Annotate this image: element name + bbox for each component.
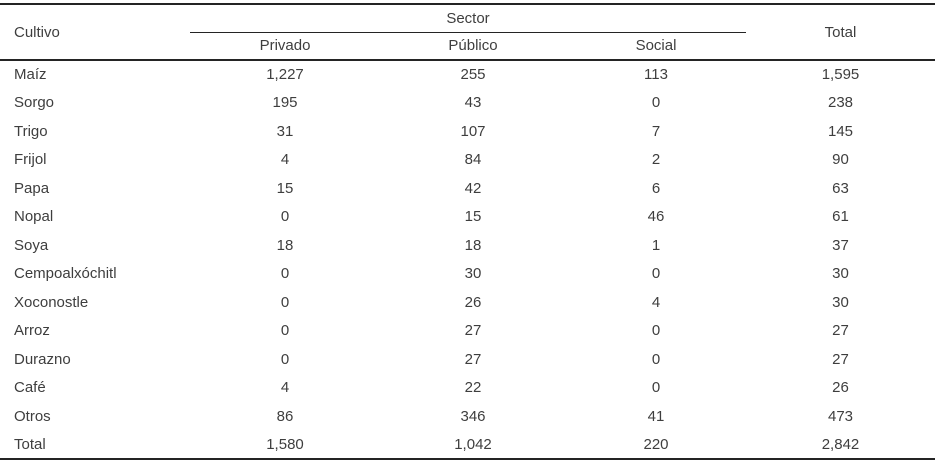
table-row: Soya 18 18 1 37 <box>0 231 935 260</box>
social-cell: 0 <box>651 322 661 340</box>
header-row-subcolumns: Privado Público Social <box>0 32 935 60</box>
privado-cell: 15 <box>276 179 294 197</box>
table-row: Sorgo 195 43 0 238 <box>0 89 935 118</box>
publico-cell: 15 <box>464 208 482 226</box>
column-group-header-sector: Sector <box>190 4 746 33</box>
publico-cell: 27 <box>464 350 482 368</box>
cultivo-cell: Otros <box>14 407 51 425</box>
publico-cell: 42 <box>464 179 482 197</box>
header-row-group: Cultivo Sector Total <box>0 4 935 41</box>
table-row: Xoconostle 0 26 4 30 <box>0 288 935 317</box>
cultivo-cell: Sorgo <box>14 94 55 112</box>
column-header-privado: Privado <box>259 37 311 55</box>
total-cell: 473 <box>827 407 854 425</box>
total-cell: 145 <box>827 122 854 140</box>
privado-cell: 4 <box>280 151 290 169</box>
publico-cell: 30 <box>464 265 482 283</box>
social-cell: 41 <box>647 407 665 425</box>
publico-cell: 22 <box>464 379 482 397</box>
cultivo-cell: Maíz <box>14 66 47 84</box>
column-header-cultivo: Cultivo <box>14 23 60 41</box>
total-cell: 30 <box>832 265 849 283</box>
publico-cell: 26 <box>464 293 482 311</box>
table-row: Arroz 0 27 0 27 <box>0 317 935 346</box>
publico-cell: 255 <box>460 66 486 84</box>
column-header-publico: Público <box>448 37 498 55</box>
total-cell: 2,842 <box>821 435 860 453</box>
privado-cell: 0 <box>280 322 290 340</box>
table-row: Papa 15 42 6 63 <box>0 174 935 203</box>
social-cell: 6 <box>651 179 661 197</box>
total-cell: 37 <box>832 236 849 254</box>
social-cell: 2 <box>651 151 661 169</box>
cultivo-cell: Xoconostle <box>14 293 89 311</box>
total-cell: 27 <box>832 350 849 368</box>
table-row: Café 4 22 0 26 <box>0 374 935 403</box>
privado-cell: 0 <box>280 293 290 311</box>
table-row: Trigo 31 107 7 145 <box>0 117 935 146</box>
social-cell: 7 <box>651 122 661 140</box>
publico-cell: 84 <box>464 151 482 169</box>
privado-cell: 31 <box>276 122 294 140</box>
total-cell: 30 <box>832 293 849 311</box>
table-row-total: Total 1,580 1,042 220 2,842 <box>0 431 935 460</box>
crops-by-sector-table: Cultivo Sector Total Privado Público Soc… <box>0 3 935 460</box>
cultivo-cell: Nopal <box>14 208 54 226</box>
publico-cell: 346 <box>460 407 486 425</box>
privado-cell: 86 <box>276 407 294 425</box>
cultivo-cell: Trigo <box>14 122 48 140</box>
total-cell: 26 <box>832 379 849 397</box>
publico-cell: 18 <box>464 236 482 254</box>
social-cell: 0 <box>651 350 661 368</box>
table-container: Cultivo Sector Total Privado Público Soc… <box>0 3 935 460</box>
publico-cell: 27 <box>464 322 482 340</box>
social-cell: 0 <box>651 265 661 283</box>
social-cell: 46 <box>647 208 665 226</box>
table-row: Nopal 0 15 46 61 <box>0 203 935 232</box>
cultivo-cell: Papa <box>14 179 50 197</box>
publico-cell: 43 <box>464 94 482 112</box>
total-cell: 1,595 <box>821 66 860 84</box>
privado-cell: 0 <box>280 350 290 368</box>
cultivo-cell: Total <box>14 435 46 453</box>
social-cell: 220 <box>643 435 669 453</box>
cultivo-cell: Arroz <box>14 322 50 340</box>
table-body: Maíz 1,227 255 113 1,595 Sorgo 195 43 0 … <box>0 60 935 459</box>
social-cell: 113 <box>644 66 668 84</box>
cultivo-cell: Frijol <box>14 151 47 169</box>
social-cell: 4 <box>651 293 661 311</box>
social-cell: 0 <box>651 379 661 397</box>
social-cell: 1 <box>651 236 661 254</box>
cultivo-cell: Soya <box>14 236 49 254</box>
table-row: Otros 86 346 41 473 <box>0 402 935 431</box>
table-row: Cempoalxóchitl 0 30 0 30 <box>0 260 935 289</box>
cultivo-cell: Durazno <box>14 350 71 368</box>
total-cell: 90 <box>832 151 849 169</box>
privado-cell: 1,227 <box>266 66 304 84</box>
privado-cell: 0 <box>280 265 290 283</box>
total-cell: 63 <box>832 179 849 197</box>
table-header: Cultivo Sector Total Privado Público Soc… <box>0 4 935 60</box>
table-row: Frijol 4 84 2 90 <box>0 146 935 175</box>
privado-cell: 0 <box>280 208 290 226</box>
cultivo-cell: Café <box>14 379 46 397</box>
total-cell: 27 <box>832 322 849 340</box>
cultivo-cell: Cempoalxóchitl <box>14 265 117 283</box>
publico-cell: 107 <box>460 122 486 140</box>
publico-cell: 1,042 <box>454 435 492 453</box>
column-header-social: Social <box>635 37 677 55</box>
total-cell: 238 <box>827 94 854 112</box>
privado-cell: 1,580 <box>266 435 304 453</box>
privado-cell: 4 <box>280 379 290 397</box>
total-cell: 61 <box>832 208 849 226</box>
social-cell: 0 <box>651 94 661 112</box>
table-row: Maíz 1,227 255 113 1,595 <box>0 60 935 89</box>
privado-cell: 195 <box>272 94 298 112</box>
table-row: Durazno 0 27 0 27 <box>0 345 935 374</box>
privado-cell: 18 <box>276 236 294 254</box>
column-header-total: Total <box>824 23 857 41</box>
